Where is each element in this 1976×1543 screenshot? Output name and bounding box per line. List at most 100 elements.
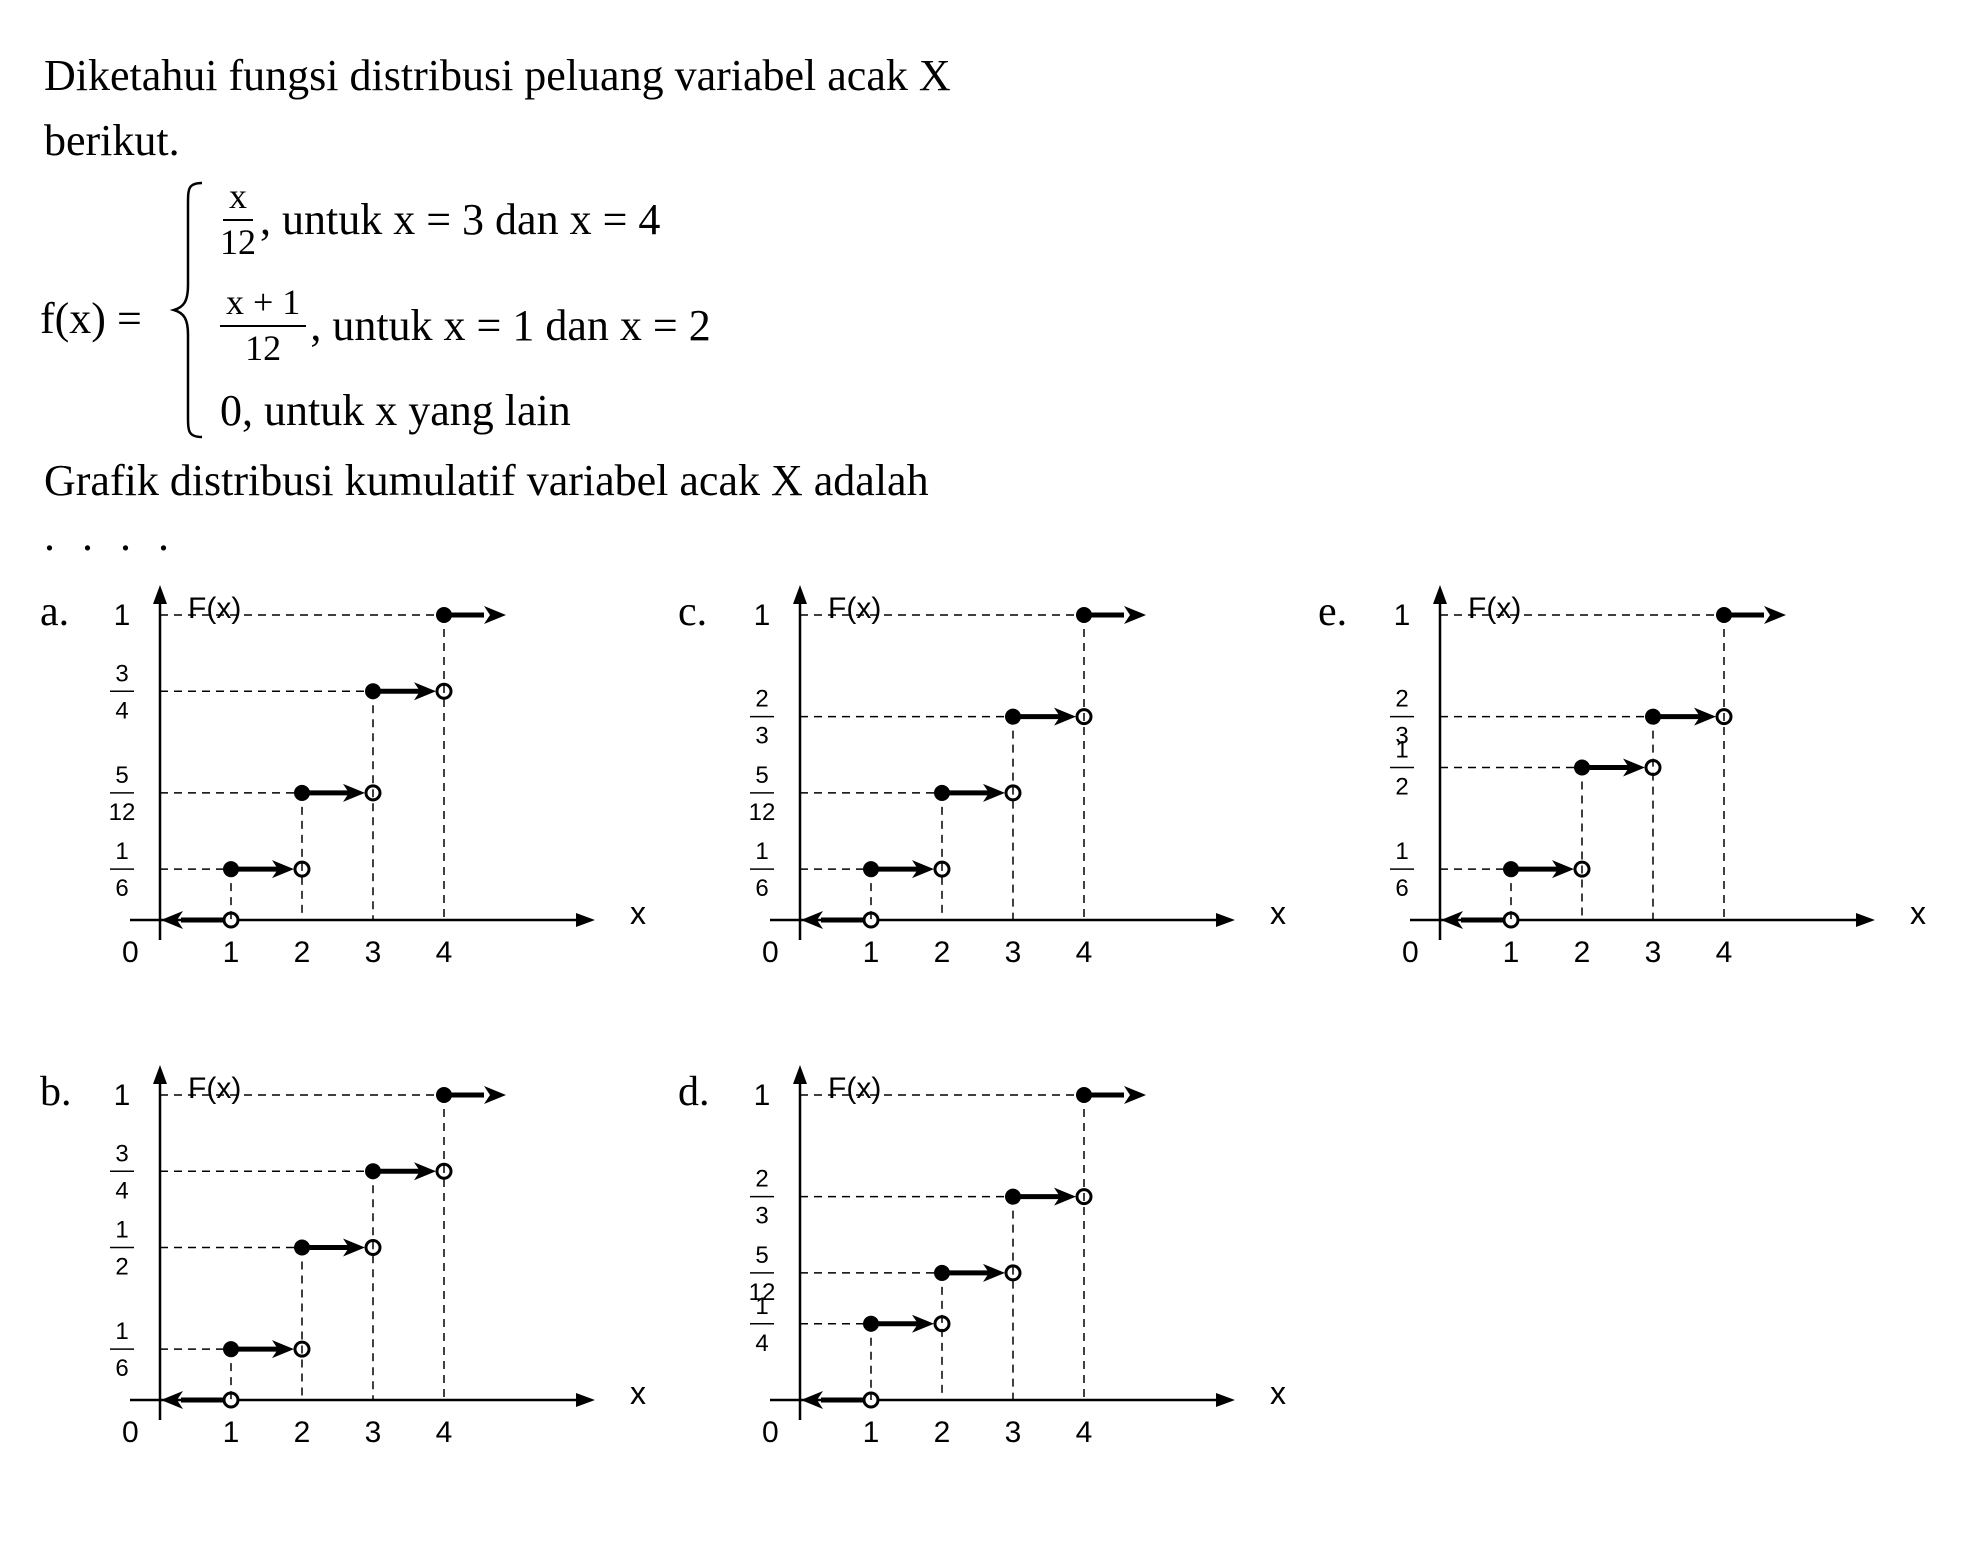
intro-line-2: berikut. bbox=[44, 116, 180, 165]
step-arrow bbox=[983, 1263, 1005, 1282]
y-axis-arrowhead bbox=[793, 585, 807, 604]
y-tick-numerator: 1 bbox=[1395, 838, 1408, 865]
y-tick-denominator: 6 bbox=[115, 1355, 128, 1382]
closed-dot bbox=[1716, 607, 1732, 623]
closed-dot bbox=[863, 861, 879, 878]
y-axis-label: F(x) bbox=[828, 1072, 881, 1105]
y-tick-numerator: 2 bbox=[755, 1166, 768, 1193]
y-tick-denominator: 4 bbox=[115, 1177, 128, 1204]
y-axis-label: F(x) bbox=[1468, 592, 1521, 625]
x-tick-label: 3 bbox=[365, 1416, 382, 1449]
x-axis-arrowhead bbox=[1856, 913, 1875, 927]
y-tick-numerator: 5 bbox=[755, 762, 768, 789]
y-tick-numerator: 2 bbox=[1395, 686, 1408, 713]
x-tick-label: 4 bbox=[1716, 936, 1733, 969]
option-a-label[interactable]: a. bbox=[40, 589, 70, 635]
step-arrow bbox=[912, 1314, 934, 1333]
case-2-fraction: x + 1 12 bbox=[220, 282, 307, 368]
y-tick-label: 1 bbox=[754, 1079, 771, 1112]
x-tick-label: 1 bbox=[223, 936, 240, 969]
function-label: f(x) = bbox=[40, 294, 142, 343]
y-tick-label: 1 bbox=[114, 599, 131, 632]
step-arrow bbox=[1054, 707, 1076, 726]
x-tick-label: 3 bbox=[1005, 936, 1022, 969]
x-tick-label: 1 bbox=[1503, 936, 1520, 969]
closed-dot bbox=[1076, 1087, 1092, 1103]
option-c-label[interactable]: c. bbox=[678, 589, 708, 635]
case-3-condition: 0, untuk x yang lain bbox=[220, 386, 571, 435]
closed-dot bbox=[1645, 708, 1661, 725]
x-tick-label: 1 bbox=[863, 1416, 880, 1449]
step-arrow-left bbox=[161, 911, 183, 929]
y-tick-numerator: 1 bbox=[755, 1293, 768, 1320]
x-tick-label: 2 bbox=[934, 936, 951, 969]
origin-label: 0 bbox=[122, 936, 139, 969]
closed-dot bbox=[294, 784, 310, 801]
y-tick-denominator: 2 bbox=[115, 1254, 128, 1281]
x-tick-label: 4 bbox=[436, 936, 453, 969]
closed-dot bbox=[436, 607, 452, 623]
x-tick-label: 2 bbox=[1574, 936, 1591, 969]
x-tick-label: 3 bbox=[1005, 1416, 1022, 1449]
question-line-1: Grafik distribusi kumulatif variabel aca… bbox=[44, 456, 929, 505]
y-axis-arrowhead bbox=[153, 585, 167, 604]
closed-dot bbox=[1574, 759, 1590, 776]
option-d-label[interactable]: d. bbox=[678, 1069, 710, 1115]
case-2-denominator: 12 bbox=[245, 327, 282, 368]
curly-brace bbox=[169, 181, 203, 439]
y-tick-denominator: 6 bbox=[1395, 875, 1408, 902]
y-tick-numerator: 5 bbox=[755, 1242, 768, 1269]
step-arrow-right bbox=[1124, 1086, 1146, 1104]
origin-label: 0 bbox=[122, 1416, 139, 1449]
step-arrow bbox=[414, 682, 436, 701]
x-tick-label: 2 bbox=[294, 1416, 311, 1449]
closed-dot bbox=[436, 1087, 452, 1103]
y-tick-denominator: 12 bbox=[109, 799, 136, 826]
x-axis-label: x bbox=[1270, 1375, 1286, 1411]
option-b-label[interactable]: b. bbox=[40, 1069, 72, 1115]
step-arrow-left bbox=[161, 1391, 183, 1409]
case-2: x + 1 12 , untuk x = 1 dan x = 2 bbox=[220, 282, 711, 368]
step-arrow bbox=[912, 860, 934, 879]
origin-label: 0 bbox=[1402, 936, 1419, 969]
case-1-condition: , untuk x = 3 dan x = 4 bbox=[260, 195, 661, 245]
closed-dot bbox=[934, 784, 950, 801]
y-tick-label: 1 bbox=[754, 599, 771, 632]
x-axis-arrowhead bbox=[576, 1393, 595, 1407]
step-arrow bbox=[1552, 860, 1574, 879]
y-tick-denominator: 3 bbox=[755, 1203, 768, 1230]
x-axis-arrowhead bbox=[1216, 1393, 1235, 1407]
case-1-denominator: 12 bbox=[220, 221, 256, 262]
y-tick-denominator: 12 bbox=[749, 799, 776, 826]
x-axis-label: x bbox=[630, 1375, 646, 1411]
closed-dot bbox=[294, 1239, 310, 1256]
question-line-2: . . . . bbox=[44, 511, 177, 560]
x-tick-label: 1 bbox=[863, 936, 880, 969]
step-arrow bbox=[1694, 707, 1716, 726]
closed-dot bbox=[1076, 607, 1092, 623]
step-arrow bbox=[1054, 1187, 1076, 1206]
x-tick-label: 4 bbox=[436, 1416, 453, 1449]
y-tick-denominator: 6 bbox=[755, 875, 768, 902]
origin-label: 0 bbox=[762, 1416, 779, 1449]
intro-line-1: Diketahui fungsi distribusi peluang vari… bbox=[44, 51, 951, 100]
step-arrow-left bbox=[801, 911, 823, 929]
y-axis-arrowhead bbox=[1433, 585, 1447, 604]
option-e-label[interactable]: e. bbox=[1318, 589, 1348, 635]
y-tick-numerator: 1 bbox=[755, 838, 768, 865]
closed-dot bbox=[1503, 861, 1519, 878]
x-axis-arrowhead bbox=[576, 913, 595, 927]
x-tick-label: 4 bbox=[1076, 1416, 1093, 1449]
closed-dot bbox=[863, 1315, 879, 1332]
y-tick-numerator: 1 bbox=[1395, 737, 1408, 764]
y-axis-label: F(x) bbox=[828, 592, 881, 625]
step-arrow bbox=[414, 1162, 436, 1181]
y-tick-numerator: 3 bbox=[115, 660, 128, 687]
step-arrow-right bbox=[1764, 606, 1786, 624]
step-arrow bbox=[983, 783, 1005, 802]
y-tick-numerator: 1 bbox=[115, 1217, 128, 1244]
